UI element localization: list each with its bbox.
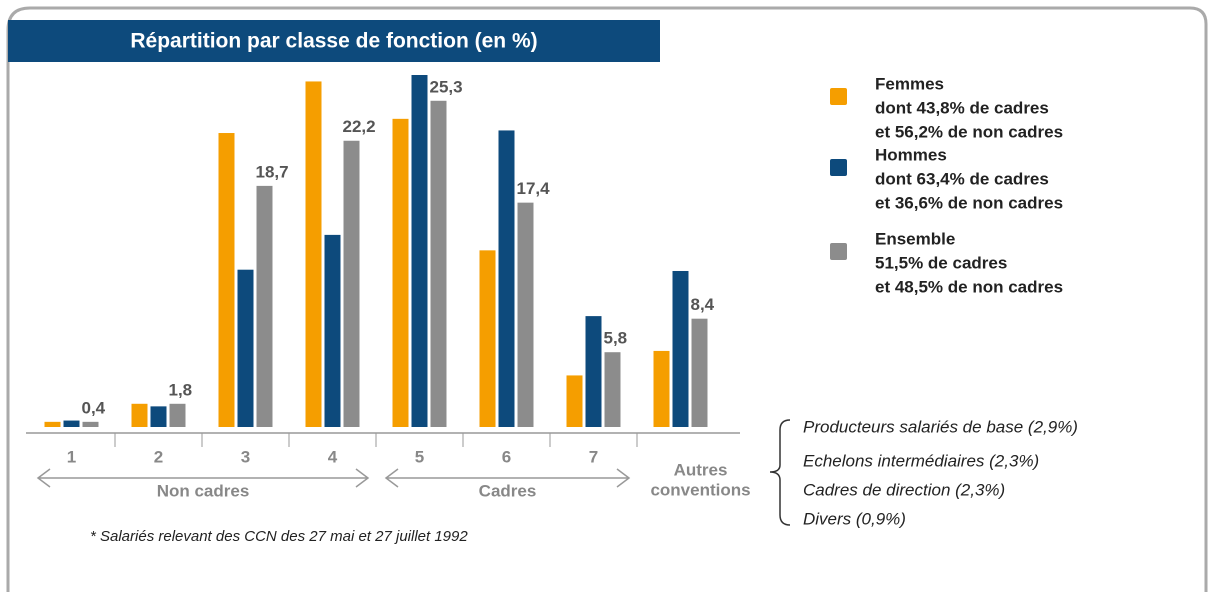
x-tick-label: 1 [67, 447, 76, 466]
data-label: 0,4 [82, 398, 106, 417]
note: Divers (0,9%) [803, 509, 906, 528]
legend-swatch [830, 159, 847, 176]
x-tick-label: 3 [241, 447, 250, 466]
legend-detail: et 36,6% de non cadres [875, 193, 1063, 212]
legend-label: Ensemble [875, 229, 955, 248]
x-tick-label: 6 [502, 447, 511, 466]
note: Producteurs salariés de base (2,9%) [803, 417, 1078, 436]
data-label: 17,4 [517, 179, 551, 198]
legend-detail: 51,5% de cadres [875, 253, 1007, 272]
bar [256, 185, 273, 427]
data-label: 1,8 [169, 380, 193, 399]
bar [498, 130, 515, 427]
bar [131, 403, 148, 427]
x-tick-label: 4 [328, 447, 338, 466]
legend-detail: et 56,2% de non cadres [875, 122, 1063, 141]
bar [324, 234, 341, 427]
bar [691, 318, 708, 427]
x-tick-label: conventions [650, 480, 750, 499]
bar [672, 270, 689, 427]
bar [517, 202, 534, 427]
legend-detail: et 48,5% de non cadres [875, 277, 1063, 296]
bar [604, 352, 621, 427]
data-label: 5,8 [604, 329, 628, 348]
bar [479, 250, 496, 427]
bar [430, 100, 447, 428]
x-tick-label: 5 [415, 447, 424, 466]
legend-label: Hommes [875, 145, 947, 164]
x-tick-label: 2 [154, 447, 163, 466]
note: Echelons intermédiaires (2,3%) [803, 451, 1039, 470]
group-arrow [36, 468, 370, 488]
bar [63, 420, 80, 427]
bar [653, 350, 670, 427]
data-label: 22,2 [343, 117, 376, 136]
legend-label: Femmes [875, 74, 944, 93]
bar [237, 269, 254, 427]
x-tick-label: Autres [674, 460, 728, 479]
bar [392, 118, 409, 427]
x-tick-label: 7 [589, 447, 598, 466]
bar [44, 421, 61, 427]
data-label: 25,3 [430, 77, 463, 96]
bar [585, 316, 602, 427]
title-box [8, 20, 660, 62]
data-label: 18,7 [256, 162, 289, 181]
group-arrow [384, 468, 631, 488]
legend-swatch [830, 88, 847, 105]
legend-detail: dont 63,4% de cadres [875, 169, 1049, 188]
group-label: Non cadres [157, 481, 250, 500]
bar [305, 81, 322, 427]
bar [82, 421, 99, 427]
legend-detail: dont 43,8% de cadres [875, 98, 1049, 117]
bar [411, 75, 428, 427]
brace [769, 419, 791, 526]
panel-border [6, 6, 1208, 592]
group-label: Cadres [479, 481, 537, 500]
data-label: 8,4 [691, 295, 715, 314]
footnote: * Salariés relevant des CCN des 27 mai e… [90, 528, 468, 545]
legend-swatch [830, 243, 847, 260]
chart-title: Répartition par classe de fonction (en %… [130, 30, 537, 53]
note: Cadres de direction (2,3%) [803, 480, 1005, 499]
bar [566, 375, 583, 427]
bar [150, 406, 167, 427]
bar [343, 140, 360, 427]
bar [169, 403, 186, 427]
bar [218, 133, 235, 427]
